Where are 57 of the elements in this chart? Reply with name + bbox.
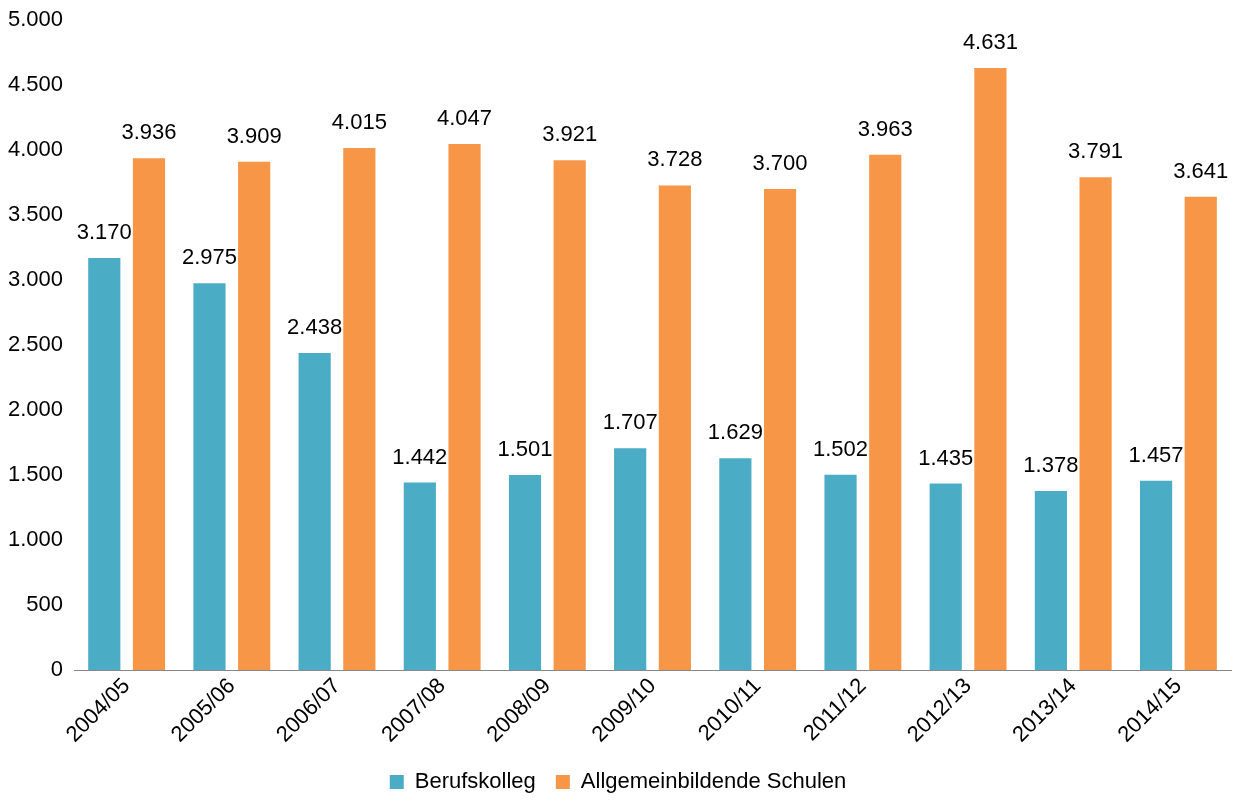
y-tick-label: 2.000	[7, 396, 64, 422]
data-label: 2.438	[287, 314, 343, 340]
data-label: 1.435	[918, 444, 974, 470]
bar	[1079, 177, 1112, 671]
data-label: 3.963	[857, 115, 913, 141]
data-label: 1.378	[1023, 452, 1079, 477]
legend-label: Allgemeinbildende Schulen	[580, 768, 847, 794]
data-label: 3.921	[542, 121, 598, 147]
bar	[553, 160, 586, 671]
y-tick-label: 1.500	[7, 461, 64, 487]
y-tick-label: 0	[50, 656, 64, 682]
data-label: 3.791	[1068, 138, 1124, 164]
y-tick-label: 3.000	[7, 266, 64, 292]
bar	[824, 474, 857, 671]
bar	[448, 143, 481, 671]
legend-label: Berufskolleg	[414, 768, 536, 794]
bar	[132, 158, 166, 671]
y-tick-label: 5.000	[7, 6, 64, 32]
data-label: 3.936	[121, 119, 177, 145]
bar	[193, 283, 226, 671]
y-tick-label: 4.000	[7, 136, 64, 162]
bar	[88, 257, 121, 671]
data-label: 3.909	[226, 122, 282, 148]
data-label: 3.728	[647, 146, 703, 172]
y-tick-label: 500	[26, 591, 64, 617]
bar	[403, 482, 436, 671]
bar	[658, 185, 691, 671]
data-label: 1.629	[707, 419, 763, 445]
bar	[1139, 480, 1173, 671]
data-label: 3.170	[76, 219, 132, 244]
bar	[1184, 196, 1217, 671]
y-tick-label: 3.500	[7, 201, 64, 227]
bar	[298, 353, 331, 671]
data-label: 4.047	[436, 104, 493, 130]
data-label: 1.707	[602, 409, 658, 435]
bar	[869, 154, 902, 671]
bar	[929, 483, 962, 671]
data-label: 1.457	[1128, 441, 1184, 467]
data-label: 1.501	[497, 436, 553, 461]
bar	[974, 67, 1007, 671]
bar	[763, 189, 797, 671]
bar	[614, 448, 647, 671]
data-label: 4.631	[962, 29, 1018, 55]
data-label: 4.015	[331, 109, 387, 135]
data-label: 2.975	[181, 244, 237, 270]
y-tick-label: 4.500	[7, 71, 64, 97]
y-tick-label: 2.500	[7, 331, 64, 357]
data-label: 1.502	[813, 435, 869, 461]
data-label: 3.700	[752, 150, 808, 176]
bar	[508, 474, 542, 671]
bar	[719, 458, 752, 671]
y-tick-label: 1.000	[7, 526, 64, 552]
data-label: 3.641	[1173, 157, 1229, 183]
data-label: 1.442	[392, 443, 448, 469]
bar	[1034, 490, 1067, 671]
bar	[343, 148, 376, 671]
bar	[238, 161, 271, 671]
